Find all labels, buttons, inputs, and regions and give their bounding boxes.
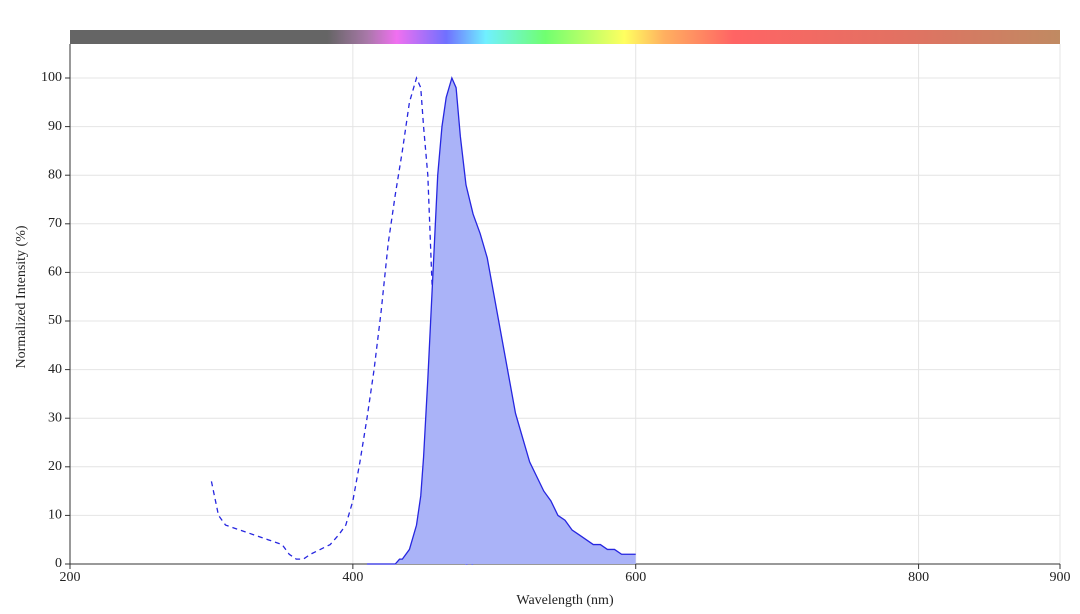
y-axis-label: Normalized Intensity (%) — [14, 225, 29, 368]
plot-area: 0 10 20 30 40 50 60 70 80 90 100 200 400 600 800 900 — [41, 44, 1071, 585]
y-tick-label: 30 — [48, 410, 62, 425]
x-tick-label: 600 — [625, 570, 646, 585]
y-tick-label: 10 — [48, 508, 62, 523]
y-tick-label: 20 — [48, 459, 62, 474]
y-tick-label: 60 — [48, 265, 62, 280]
x-tick-label: 800 — [908, 570, 929, 585]
y-tick-label: 0 — [55, 556, 62, 571]
x-tick-label: 200 — [60, 570, 81, 585]
x-tick-label: 900 — [1050, 570, 1071, 585]
y-tick-label: 70 — [48, 216, 62, 231]
x-tick-label: 400 — [342, 570, 363, 585]
y-tick-label: 90 — [48, 119, 62, 134]
line — [210, 76, 474, 565]
y-tick-label: 40 — [48, 362, 62, 377]
x-axis-label: Wavelength (nm) — [516, 593, 614, 608]
area — [367, 78, 636, 564]
line — [367, 76, 636, 565]
y-tick-label: 80 — [48, 167, 62, 182]
y-tick-label: 50 — [48, 313, 62, 328]
y-tick-label: 100 — [41, 70, 62, 85]
spectrum-bar — [70, 30, 1060, 44]
